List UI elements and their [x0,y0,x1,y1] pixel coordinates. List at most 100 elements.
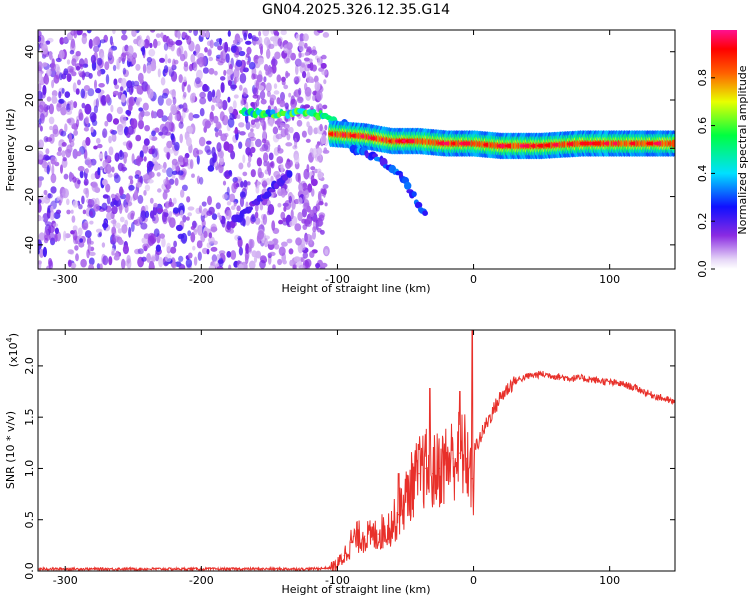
noise-blob [168,41,176,46]
noise-blob [70,41,76,53]
noise-blob [224,41,229,53]
noise-blob [141,237,147,244]
noise-blob [153,228,160,237]
noise-blob [117,127,124,136]
noise-blob [294,137,298,148]
noise-blob [305,138,311,143]
noise-blob [173,240,178,248]
y-tick-label: 40 [23,45,36,59]
noise-blob [38,150,44,160]
noise-blob [306,164,310,173]
noise-blob [269,116,274,127]
noise-blob [99,166,104,171]
y-tick-label: 0 [23,145,36,152]
noise-blob [215,202,221,210]
snr-point [438,467,441,469]
noise-blob [196,155,200,165]
noise-blob [211,254,217,263]
noise-blob [50,173,57,184]
noise-blob [206,140,212,145]
noise-blob [208,232,213,239]
noise-blob [298,51,302,59]
y-tick-label: 1.5 [23,408,36,426]
noise-blob [221,218,226,228]
noise-blob [59,193,63,204]
noise-blob [302,202,309,210]
noise-blob [257,230,265,240]
noise-blob [46,164,50,175]
noise-blob [179,133,183,144]
noise-blob [112,90,119,96]
noise-blob [105,163,112,174]
noise-blob [198,136,206,147]
noise-blob [275,133,283,140]
noise-blob [64,123,68,133]
noise-blob [216,96,221,103]
noise-blob [81,195,85,205]
noise-blob [304,42,308,49]
noise-blob [177,155,184,163]
snr-point [479,437,481,439]
noise-blob [82,209,87,215]
noise-blob [63,68,69,76]
noise-blob [61,150,66,158]
noise-blob [255,138,262,148]
noise-blob [299,244,306,251]
noise-blob [177,170,184,176]
noise-blob [272,239,278,246]
snr-point [474,447,476,449]
snr-y-scale-base: (x10 [7,342,20,367]
noise-blob [218,129,223,137]
noise-blob [40,40,47,51]
noise-blob [172,197,177,205]
noise-blob [288,195,292,204]
noise-blob [141,46,146,56]
noise-blob [146,56,153,63]
noise-blob [313,75,319,83]
snr-y-scale: (x104) [5,333,20,367]
noise-blob [50,186,57,194]
noise-blob [83,187,89,195]
noise-blob [134,189,138,200]
noise-blob [43,136,49,143]
noise-blob [268,152,274,161]
noise-blob [295,33,301,42]
noise-blob [108,146,114,156]
noise-blob [243,32,247,41]
noise-blob [128,226,132,238]
noise-blob [248,260,256,269]
noise-blob [220,76,226,81]
noise-blob [288,248,294,255]
noise-blob [208,265,216,269]
noise-blob [83,178,89,186]
snr-point [445,462,447,464]
y-tick-label: -20 [23,188,36,206]
noise-blob [214,70,218,76]
noise-blob [294,223,302,232]
spectrogram-marks [38,30,675,269]
snr-point [336,564,338,566]
noise-blob [226,251,232,258]
noise-blob [259,90,266,100]
noise-blob [57,146,62,153]
noise-blob [277,202,282,208]
noise-blob [126,194,130,203]
noise-blob [285,142,293,147]
snr-point [432,473,434,475]
noise-blob [114,174,121,184]
noise-blob [66,59,71,65]
noise-blob [190,53,196,63]
noise-blob [272,126,279,135]
noise-blob [277,148,284,154]
noise-blob [121,30,127,35]
y-tick-label: 0.5 [23,511,36,529]
noise-blob [38,139,44,149]
noise-blob [78,70,84,76]
noise-blob [183,91,187,98]
noise-blob [158,131,164,136]
noise-blob [297,197,303,205]
noise-blob [223,69,227,76]
noise-blob [193,228,198,235]
noise-blob [233,201,237,207]
